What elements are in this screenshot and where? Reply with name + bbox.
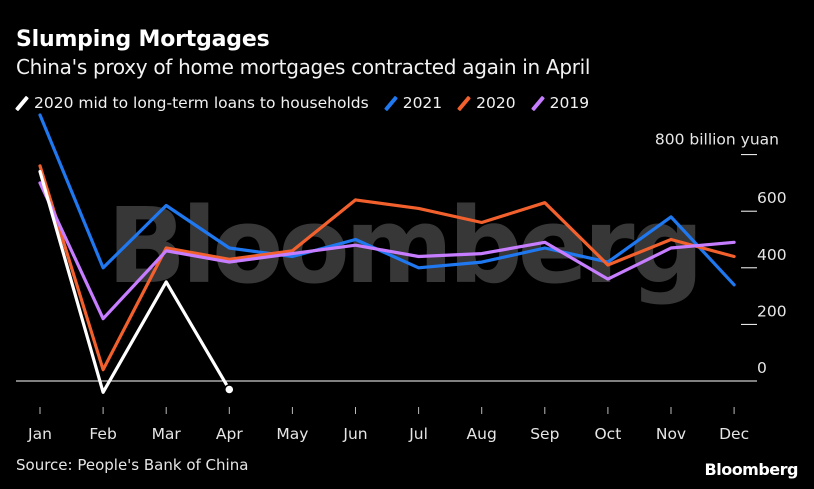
y-tick-label: 400: [757, 246, 787, 264]
legend-label: 2020 mid to long-term loans to household…: [34, 94, 369, 112]
chart-title: Slumping Mortgages: [16, 27, 270, 52]
legend-item-2020: 2020: [457, 94, 516, 112]
series-line-2020: [38, 164, 736, 372]
legend-item-2019: 2019: [530, 94, 590, 112]
chart-subtitle: China's proxy of home mortgages contract…: [16, 55, 591, 79]
y-tick-label: 200: [757, 302, 787, 320]
watermark: Bloomberg: [107, 185, 699, 307]
series-endpoint-marker: [224, 384, 235, 395]
chart-legend: 2020 mid to long-term loans to household…: [15, 94, 605, 112]
x-tick-label: Jun: [342, 425, 367, 443]
x-tick-label: Jul: [408, 425, 428, 443]
source-note: Source: People's Bank of China: [16, 456, 249, 474]
x-tick-label: Dec: [719, 425, 749, 443]
legend-item-2021: 2021: [383, 94, 443, 112]
x-tick-label: Aug: [467, 425, 497, 443]
legend-item-2020-mid-long: 2020 mid to long-term loans to household…: [15, 94, 369, 112]
x-tick-label: May: [276, 425, 308, 443]
bloomberg-logo: Bloomberg: [704, 460, 799, 479]
legend-label: 2021: [402, 94, 443, 112]
series-line-2020-mid-long: [38, 170, 231, 394]
y-tick-label: 600: [757, 189, 787, 207]
x-tick-label: Mar: [152, 425, 182, 443]
series-line-2021: [38, 113, 736, 287]
x-tick-label: Sep: [530, 425, 559, 443]
series-lines: [38, 113, 736, 395]
legend-label: 2020: [476, 94, 516, 112]
legend-label: 2019: [549, 94, 590, 112]
x-tick-label: Feb: [89, 425, 116, 443]
y-tick-label: 0: [757, 359, 767, 377]
series-line-2019: [38, 181, 736, 321]
x-tick-label: Apr: [216, 425, 243, 443]
x-tick-label: Nov: [656, 425, 686, 443]
x-tick-label: Jan: [27, 425, 52, 443]
y-unit-label: 800 billion yuan: [655, 131, 779, 149]
axes: 0 200 400 600 800 billion yuan Jan Feb Mar Apr Ma…: [16, 131, 787, 443]
x-tick-label: Oct: [594, 425, 621, 443]
